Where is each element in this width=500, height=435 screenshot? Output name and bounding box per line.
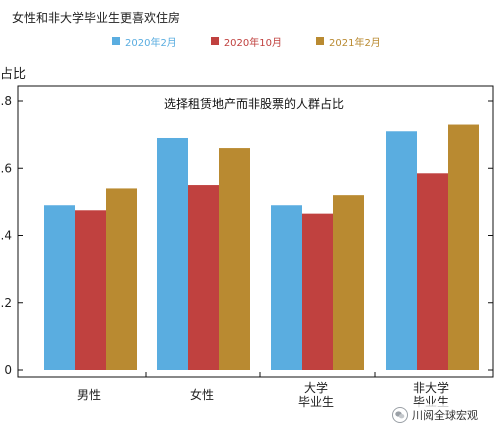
wechat-icon bbox=[392, 407, 408, 423]
bar-3-2 bbox=[448, 124, 479, 370]
bar-2-1 bbox=[302, 213, 333, 370]
bar-0-2 bbox=[106, 188, 137, 370]
legend-item-2020-feb: 2020年2月 bbox=[112, 34, 177, 49]
bar-2-0 bbox=[271, 205, 302, 370]
watermark: 川阅全球宏观 bbox=[388, 404, 482, 426]
bar-3-1 bbox=[417, 173, 448, 370]
bar-1-1 bbox=[188, 185, 219, 370]
legend-label: 2020年2月 bbox=[125, 37, 177, 49]
legend-swatch bbox=[316, 37, 324, 45]
bar-0-0 bbox=[44, 205, 75, 370]
legend-swatch bbox=[112, 37, 120, 45]
bar-1-0 bbox=[157, 137, 188, 370]
x-tick-label: 大学毕业生 bbox=[298, 380, 334, 409]
y-axis-title: 占比 bbox=[0, 67, 26, 82]
chart-title: 选择租赁地产而非股票的人群占比 bbox=[164, 96, 344, 111]
bar-2-2 bbox=[333, 195, 364, 370]
legend-item-2021-feb: 2021年2月 bbox=[316, 34, 381, 49]
bar-3-0 bbox=[386, 131, 417, 370]
x-tick-label: 男性 bbox=[77, 388, 101, 402]
bar-0-1 bbox=[75, 210, 106, 370]
plot-frame bbox=[17, 85, 494, 378]
y-axis: 0 .2 .4 .6 .8 bbox=[1, 94, 493, 377]
legend-swatch bbox=[210, 37, 219, 45]
y-tick-label: 0 bbox=[4, 363, 12, 377]
legend-label: 2021年2月 bbox=[329, 37, 381, 49]
y-tick-label: .2 bbox=[1, 296, 12, 310]
bars-layer bbox=[44, 124, 479, 370]
y-tick-label: .6 bbox=[1, 161, 12, 175]
bar-1-2 bbox=[219, 148, 250, 370]
chart-legend: 2020年2月 2020年10月 2021年2月 bbox=[112, 34, 381, 49]
legend-item-2020-oct: 2020年10月 bbox=[210, 34, 282, 49]
watermark-text: 川阅全球宏观 bbox=[412, 409, 478, 422]
page-title: 女性和非大学毕业生更喜欢住房 bbox=[12, 11, 181, 25]
x-tick-label: 女性 bbox=[190, 387, 214, 402]
y-tick-label: .4 bbox=[1, 229, 12, 243]
legend-label: 2020年10月 bbox=[223, 37, 282, 49]
y-tick-label: .8 bbox=[1, 94, 12, 108]
